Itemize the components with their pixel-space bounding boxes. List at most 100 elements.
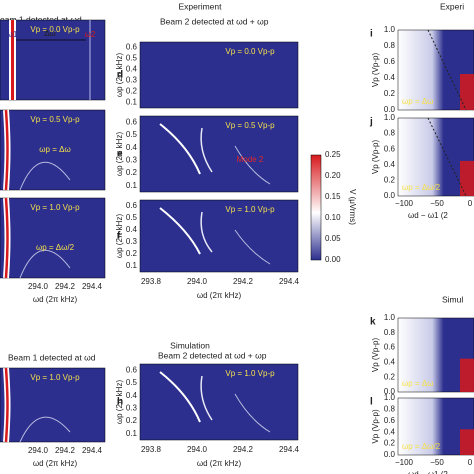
y-tick-label: 0.6: [126, 43, 138, 52]
panel-note: ωp = Δω: [39, 145, 70, 154]
resonance: [4, 197, 9, 279]
y-tick-label: 0.0: [384, 387, 396, 396]
y-tick-label: 1.0: [384, 25, 396, 34]
heatmap: [139, 41, 299, 109]
y-tick-label: 1.0: [384, 313, 396, 322]
panel-text: Vp = 0.0 Vp-p: [30, 25, 80, 34]
mode: [234, 145, 271, 185]
panel-note: ωp = Δω/2: [36, 243, 75, 252]
y-tick-label: 0.6: [126, 365, 138, 374]
header: Beam 1 detected at ωd: [8, 352, 96, 362]
x-tick-label: 0: [468, 199, 473, 208]
y-tick-label: 0.4: [126, 225, 138, 234]
panel-note: ωp = Δω: [402, 97, 433, 106]
panel-note: Mode 2: [237, 155, 264, 164]
mode: [234, 393, 271, 433]
panel-label: h: [117, 397, 123, 408]
y-tick-label: 0.1: [126, 181, 138, 190]
x-tick-label: 294.4: [82, 282, 103, 291]
panel-label: f: [117, 231, 121, 242]
y-tick-label: 0.2: [384, 439, 396, 448]
y-tick-label: 0.8: [384, 129, 396, 138]
y-axis-label: Vp (Vp-p): [371, 338, 380, 373]
mode: [200, 375, 213, 421]
y-tick-label: 0.2: [384, 372, 396, 381]
panel-text: Vp = 1.0 Vp-p: [30, 203, 80, 212]
x-axis-label: ωd (2π kHz): [197, 459, 242, 468]
y-tick-label: 0.1: [126, 261, 138, 270]
y-tick-label: 0.3: [126, 76, 138, 85]
panel-label: i: [370, 29, 373, 40]
panel-note: ωp = Δω/2: [402, 442, 441, 451]
panel-text: Vp = 0.0 Vp-p: [225, 47, 275, 56]
y-tick-label: 0.6: [126, 117, 138, 126]
heatmap: [0, 197, 106, 279]
omega-label: ω2: [85, 30, 96, 39]
x-tick-label: 294.4: [82, 446, 103, 455]
x-axis-label: ωd − ω1 (2: [408, 470, 448, 474]
y-tick-label: 0.8: [384, 328, 396, 337]
header: Beam 2 detected at ωd + ωp: [160, 16, 269, 26]
header: Experi: [440, 1, 464, 11]
y-tick-label: 0.2: [126, 87, 138, 96]
y-tick-label: 0.2: [126, 168, 138, 177]
resonance: [4, 109, 9, 191]
mode: [19, 416, 71, 443]
panel-label: e: [117, 149, 123, 160]
y-tick-label: 0.3: [126, 237, 138, 246]
x-tick-label: 294.4: [279, 445, 300, 454]
y-tick-label: 0.4: [384, 73, 396, 82]
y-tick-label: 1.0: [384, 393, 396, 402]
colorbar-tick-label: 0.00: [325, 255, 341, 264]
delta-label: Δω: [44, 29, 56, 38]
x-tick-label: 294.0: [28, 446, 49, 455]
mode: [200, 127, 213, 173]
heatmap: [0, 109, 106, 191]
y-tick-label: 0.4: [126, 143, 138, 152]
x-axis-label: ωd (2π kHz): [33, 459, 78, 468]
y-tick-label: 0.5: [126, 130, 138, 139]
panel-text: Vp = 1.0 Vp-p: [225, 369, 275, 378]
x-tick-label: −50: [430, 199, 444, 208]
guide: [427, 117, 467, 197]
y-tick-label: 0.5: [126, 378, 138, 387]
colorbar-label: V (μVrms): [348, 189, 357, 225]
colorbar-tick-label: 0.05: [325, 234, 341, 243]
y-tick-label: 0.6: [384, 144, 396, 153]
panel-note: ωp = Δω: [402, 379, 433, 388]
y-tick-label: 0.4: [126, 65, 138, 74]
y-tick-label: 0.3: [126, 403, 138, 412]
y-tick-label: 0.2: [384, 176, 396, 185]
x-tick-label: 294.0: [187, 445, 208, 454]
mode: [159, 371, 201, 423]
mode: [200, 211, 213, 253]
y-tick-label: 0.5: [126, 213, 138, 222]
panel-label: l: [370, 397, 373, 408]
y-tick-label: 0.4: [384, 160, 396, 169]
y-tick-label: 0.4: [384, 427, 396, 436]
header: Experiment: [179, 1, 223, 11]
heatmap: [0, 367, 106, 443]
x-tick-label: 293.8: [141, 445, 162, 454]
header: Simul: [442, 294, 463, 304]
mode: [234, 229, 271, 265]
panel-note: ωp = Δω/2: [402, 183, 441, 192]
y-tick-label: 0.2: [126, 416, 138, 425]
y-tick-label: 0.6: [126, 201, 138, 210]
x-tick-label: 294.0: [187, 277, 208, 286]
x-axis-label: ωd (2π kHz): [197, 291, 242, 300]
header: Simulation: [170, 340, 210, 350]
colorbar: [310, 154, 322, 261]
y-tick-label: 0.6: [384, 57, 396, 66]
colorbar-tick-label: 0.15: [325, 192, 341, 201]
panel-text: Vp = 0.5 Vp-p: [30, 115, 80, 124]
x-tick-label: −100: [395, 199, 414, 208]
x-tick-label: 294.2: [233, 445, 254, 454]
panel-text: Vp = 1.0 Vp-p: [30, 373, 80, 382]
y-tick-label: 0.0: [384, 105, 396, 114]
mode: [19, 161, 71, 191]
panel-label: j: [369, 117, 373, 128]
y-axis-label: Vp (Vp-p): [371, 409, 380, 444]
y-tick-label: 0.4: [384, 358, 396, 367]
